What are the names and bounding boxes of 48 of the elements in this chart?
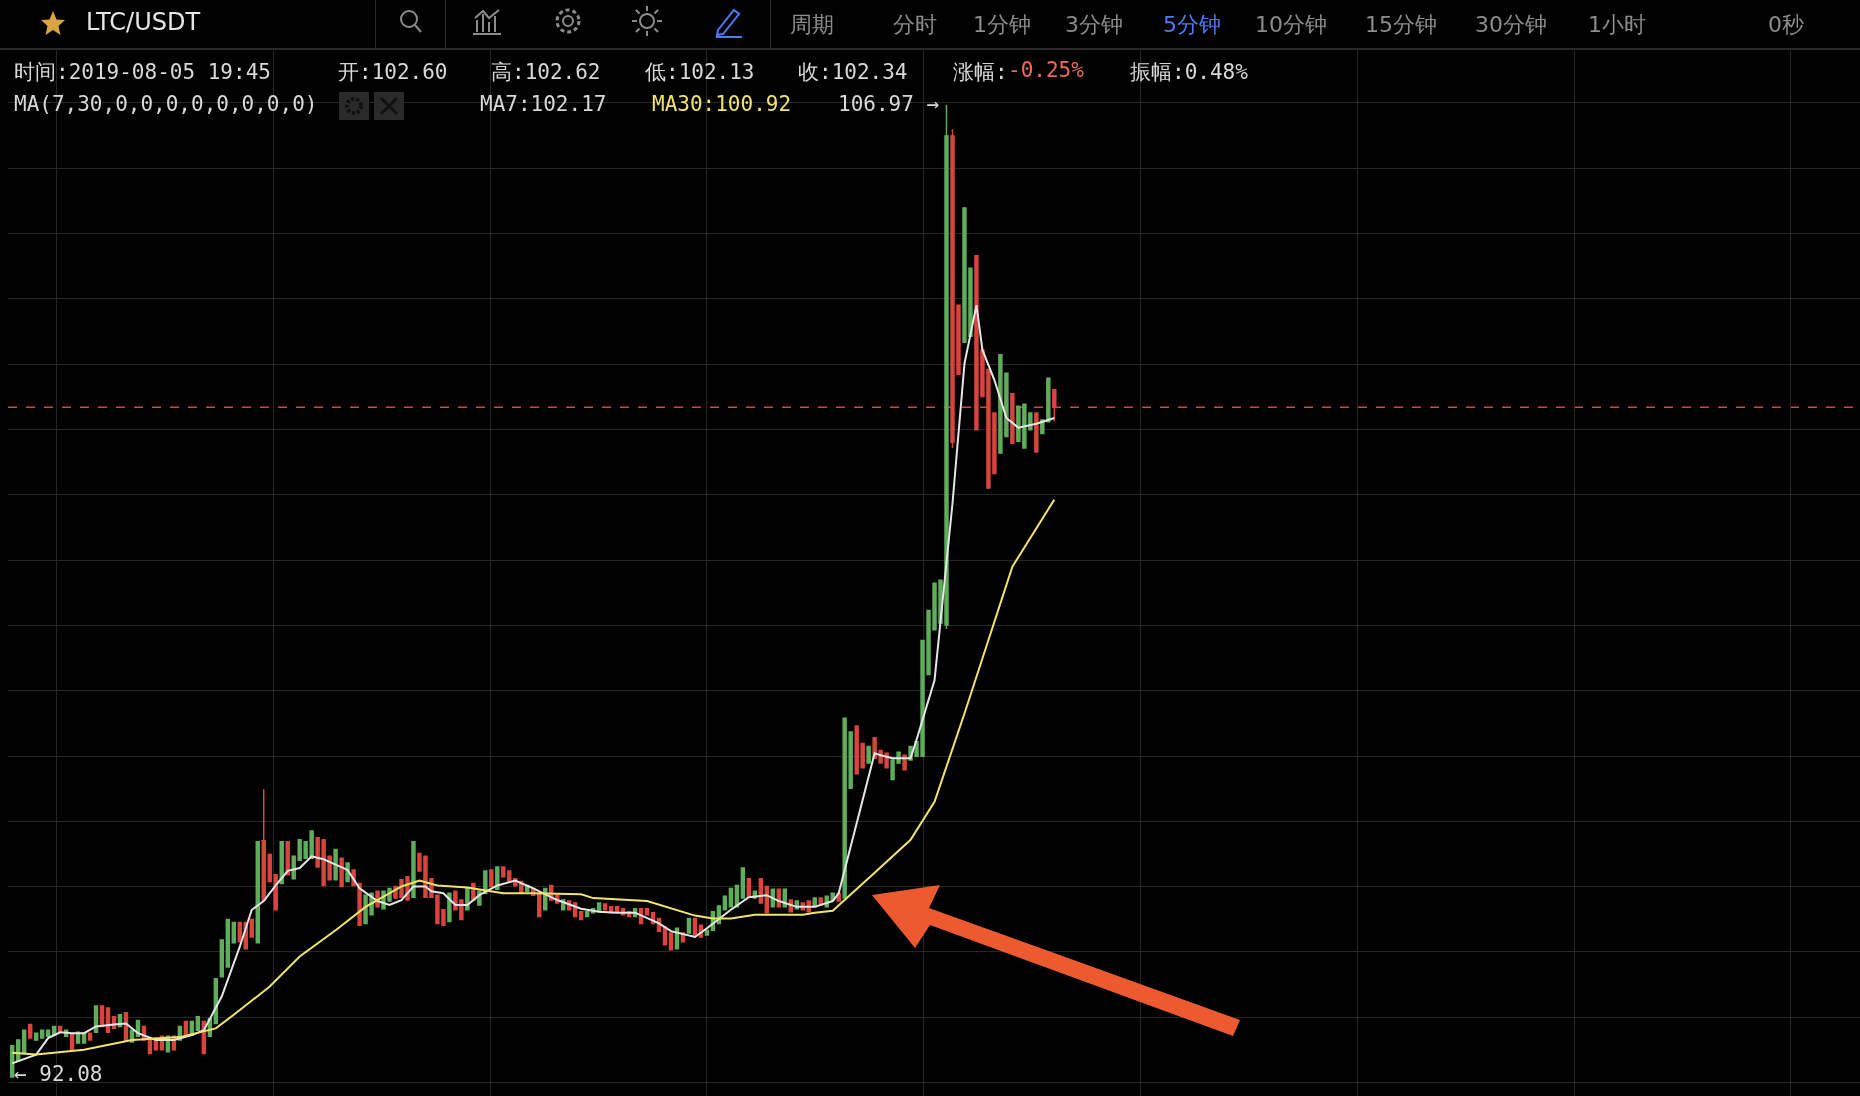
- candlestick: [231, 921, 237, 944]
- text: 时间:2019-08-05 19:45: [14, 59, 271, 86]
- text: 15分钟: [1365, 11, 1437, 39]
- text: 0秒: [1768, 11, 1804, 39]
- text: 30分钟: [1475, 11, 1547, 39]
- text: 振幅:0.48%: [1130, 59, 1248, 86]
- text: 分时: [893, 11, 937, 39]
- annotation: MA(7,30,0,0,0,0,0,0,0,0): [14, 92, 318, 116]
- candlestick: [27, 1023, 33, 1039]
- candlestick: [195, 1015, 201, 1032]
- text: 10分钟: [1255, 11, 1327, 39]
- text: -0.25%: [1008, 58, 1084, 82]
- text: 周期: [790, 11, 834, 39]
- candlestick: [225, 918, 231, 968]
- text: 收:102.34: [798, 59, 908, 86]
- candlestick: [686, 917, 692, 934]
- text: 1分钟: [973, 11, 1031, 39]
- text: 1小时: [1588, 11, 1646, 39]
- candlestick: [1010, 392, 1015, 444]
- candlestick: [489, 869, 494, 888]
- annotation: 106.97 →: [838, 92, 940, 116]
- candlestick: [87, 1032, 93, 1041]
- candlestick: [740, 867, 746, 899]
- candlestick: [465, 887, 470, 911]
- annotation: MA7:102.17: [480, 92, 607, 116]
- candlestick: [447, 892, 452, 923]
- text: 5分钟: [1163, 11, 1221, 39]
- candlestick: [279, 840, 284, 885]
- text: 高:102.62: [491, 59, 601, 86]
- candlestick: [722, 895, 728, 911]
- annotation: MA30:100.92: [652, 92, 792, 116]
- text: 涨幅:: [953, 59, 1008, 86]
- chart-title: LTC/USDT: [86, 8, 201, 36]
- candlestick: [602, 903, 608, 911]
- candlestick: [333, 848, 338, 881]
- candlestick: [219, 939, 225, 978]
- candlestick: [866, 745, 871, 764]
- candlestick: [249, 918, 254, 938]
- candlestick: [1034, 412, 1039, 453]
- candlestick: [261, 788, 266, 901]
- text: 3分钟: [1065, 11, 1123, 39]
- candlestick: [285, 840, 290, 876]
- annotation: ← 92.08: [14, 1062, 103, 1086]
- text: 开:102.60: [338, 59, 448, 86]
- candlestick: [339, 857, 344, 888]
- candlestick: [33, 1032, 39, 1041]
- candlestick: [728, 887, 734, 908]
- text: 低:102.13: [645, 59, 755, 86]
